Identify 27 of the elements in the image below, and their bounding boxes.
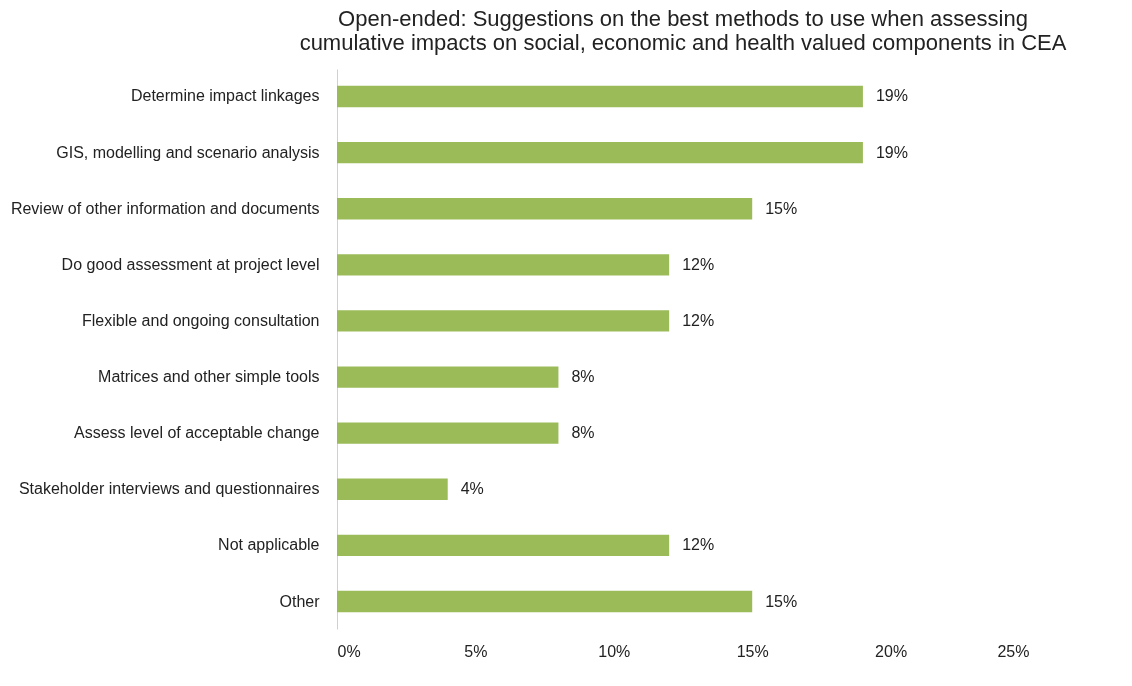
x-tick-label: 10% [598,642,631,660]
data-label: 12% [682,536,715,554]
data-label: 8% [571,424,595,442]
data-label: 12% [682,255,715,273]
y-tick-label: Review of other information and documents [10,199,320,217]
x-tick-label: 0% [337,642,361,660]
y-tick-label: Flexible and ongoing consultation [82,311,320,329]
x-tick-label: 15% [736,642,769,660]
data-label: 19% [875,143,908,161]
data-label: 12% [682,311,715,329]
y-tick-label: Assess level of acceptable change [74,424,320,442]
data-label: 19% [875,87,908,105]
x-tick-label: 25% [997,642,1030,660]
y-tick-label: GIS, modelling and scenario analysis [56,143,320,161]
y-tick-label: Not applicable [218,536,320,554]
data-label: 4% [460,480,484,498]
data-label: 15% [765,592,798,610]
x-tick-label: 5% [464,642,488,660]
y-tick-label: Matrices and other simple tools [98,368,320,386]
y-tick-label: Determine impact linkages [130,87,320,105]
chart-title: Open-ended: Suggestions on the best methods to use when assessing cumulative impacts on social, economic and health valued components in CEA [299,6,1067,55]
data-label: 15% [765,199,798,217]
x-tick-label: 20% [875,642,908,660]
y-tick-label: Stakeholder interviews and questionnaires [18,480,320,498]
y-tick-label: Other [279,592,321,610]
y-tick-label: Do good assessment at project level [61,255,320,273]
data-label: 8% [571,368,595,386]
